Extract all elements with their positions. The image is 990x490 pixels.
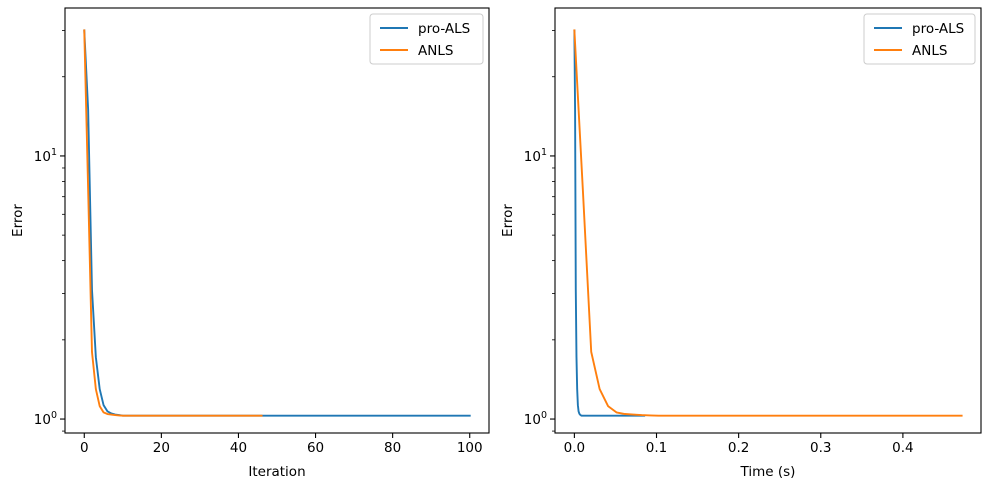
axes-frame — [554, 7, 982, 434]
x-tick-label: 0.0 — [564, 440, 585, 456]
y-tick-label: 100 — [524, 410, 547, 428]
x-axis-label: Iteration — [248, 464, 305, 480]
y-tick-label-base: 10 — [34, 149, 51, 165]
legend: pro-ALS ANLS — [863, 13, 976, 65]
x-tick-label: 100 — [457, 440, 483, 456]
y-tick-label-exponent: 0 — [541, 410, 547, 421]
y-tick-label-exponent: 1 — [51, 147, 57, 158]
y-tick-label-base: 10 — [524, 412, 541, 428]
legend-label-anls: ANLS — [912, 43, 947, 59]
legend-box — [369, 13, 484, 65]
legend-label-pro-als: pro-ALS — [418, 21, 470, 37]
y-tick-label: 101 — [34, 147, 57, 165]
legend-label-pro-als: pro-ALS — [912, 21, 964, 37]
y-axis-label: Error — [10, 204, 26, 237]
axes-frame — [64, 7, 490, 434]
y-tick-label: 101 — [524, 147, 547, 165]
x-tick-label: 60 — [307, 440, 324, 456]
x-tick-label: 80 — [384, 440, 401, 456]
anls-line — [83, 29, 263, 417]
pro-als-line — [573, 29, 646, 417]
x-tick-label: 20 — [153, 440, 170, 456]
x-tick-label: 0.4 — [892, 440, 913, 456]
x-tick-label: 0.3 — [810, 440, 831, 456]
y-tick-label-base: 10 — [34, 412, 51, 428]
y-tick-label-exponent: 1 — [541, 147, 547, 158]
y-axis-label: Error — [500, 204, 516, 237]
y-tick-label-base: 10 — [524, 149, 541, 165]
y-tick-label-exponent: 0 — [51, 410, 57, 421]
anls-line — [573, 29, 963, 417]
legend-box — [863, 13, 976, 65]
y-tick-label: 100 — [34, 410, 57, 428]
legend-label-anls: ANLS — [418, 43, 453, 59]
x-tick-label: 0.1 — [646, 440, 667, 456]
x-tick-label: 0 — [80, 440, 89, 456]
legend: pro-ALS ANLS — [369, 13, 484, 65]
x-axis-label: Time (s) — [740, 464, 796, 480]
x-tick-label: 40 — [230, 440, 247, 456]
x-tick-label: 0.2 — [728, 440, 749, 456]
subplot-error-vs-iteration: 0 20 40 60 80 100100101IterationErrorpro-ALSA… — [10, 7, 490, 480]
